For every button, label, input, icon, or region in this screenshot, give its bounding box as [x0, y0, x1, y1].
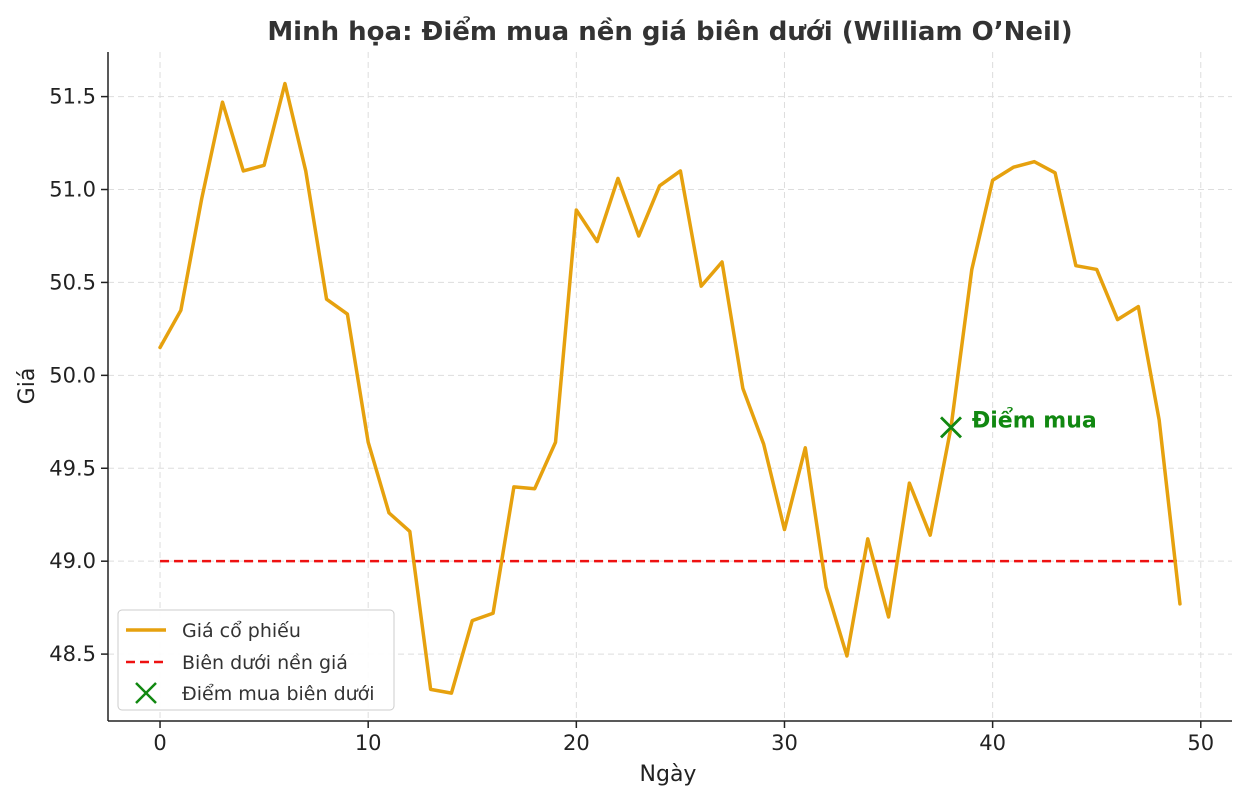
x-tick-label: 20: [563, 731, 590, 755]
price-line: [158, 81, 1182, 695]
x-tick-label: 50: [1187, 731, 1214, 755]
legend: Giá cổ phiếu Biên dưới nền giá Điểm mua …: [117, 609, 395, 711]
legend-swatch-buy-point: [135, 682, 157, 704]
y-tick-label: 48.5: [49, 642, 96, 666]
x-tick-label: 30: [771, 731, 798, 755]
annotation-buy-point: Điểm mua: [972, 407, 1097, 433]
legend-box: [117, 609, 395, 711]
y-ticks: 48.5 49.0 49.5 50.0 50.5 51.0 51.5: [49, 85, 108, 666]
y-tick-label: 51.5: [49, 85, 96, 109]
y-tick-label: 51.0: [49, 178, 96, 202]
y-tick-label: 49.0: [49, 549, 96, 573]
legend-label-price: Giá cổ phiếu: [182, 620, 301, 642]
legend-label-buy-point: Điểm mua biên dưới: [182, 683, 375, 705]
x-ticks: 0 10 20 30 40 50: [153, 721, 1214, 755]
x-tick-label: 10: [355, 731, 382, 755]
chart-title: Minh họa: Điểm mua nền giá biên dưới (Wi…: [267, 14, 1072, 47]
y-tick-label: 49.5: [49, 456, 96, 480]
grid: [108, 52, 1232, 721]
y-axis-label: Giá: [15, 368, 40, 405]
legend-label-lower-bound: Biên dưới nền giá: [182, 652, 348, 674]
axes: [107, 52, 1232, 722]
x-tick-label: 0: [153, 731, 166, 755]
buy-point-marker: [940, 416, 962, 439]
x-tick-label: 40: [979, 731, 1006, 755]
y-tick-label: 50.5: [49, 270, 96, 294]
buy-point-marker-stroke: [940, 416, 962, 439]
x-axis-label: Ngày: [640, 762, 697, 787]
series: [158, 81, 1182, 695]
y-tick-label: 50.0: [49, 363, 96, 387]
